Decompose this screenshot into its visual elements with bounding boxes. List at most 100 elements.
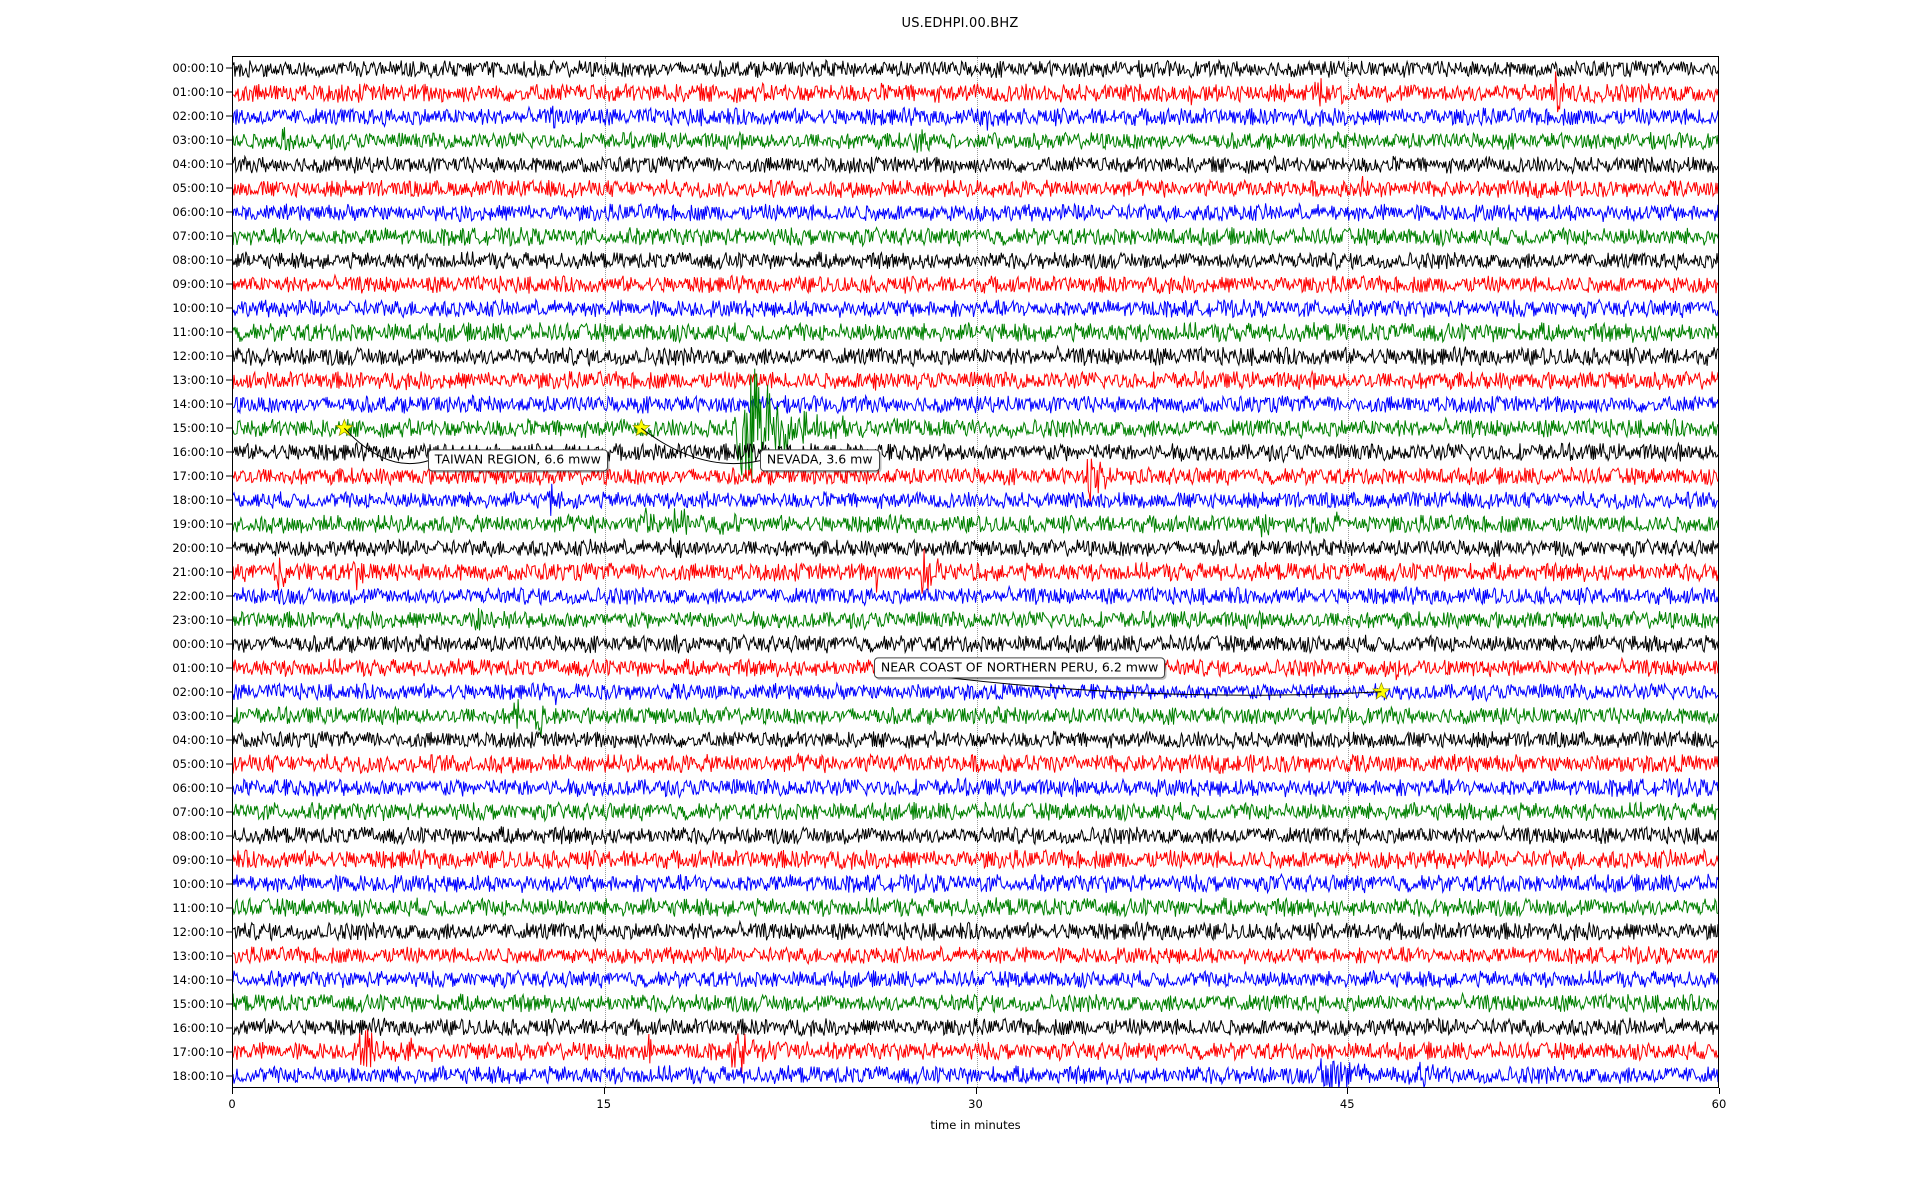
plot-area[interactable] xyxy=(232,56,1719,1088)
y-axis-tick-mark xyxy=(226,91,232,93)
y-axis-tick-mark xyxy=(226,715,232,717)
y-axis-tick-mark xyxy=(226,931,232,933)
x-axis-tick-mark xyxy=(603,1088,605,1094)
y-axis-tick-label: 12:00:10 xyxy=(172,349,224,363)
y-axis-tick-label: 11:00:10 xyxy=(172,901,224,915)
y-axis-tick-label: 12:00:10 xyxy=(172,925,224,939)
y-axis-tick-label: 20:00:10 xyxy=(172,541,224,555)
y-axis-tick-label: 14:00:10 xyxy=(172,973,224,987)
y-axis-tick-label: 13:00:10 xyxy=(172,949,224,963)
trace-line xyxy=(233,371,1718,390)
y-axis-tick-label: 18:00:10 xyxy=(172,493,224,507)
trace-line xyxy=(233,484,1718,516)
y-axis-tick-label: 01:00:10 xyxy=(172,85,224,99)
earthquake-star-marker[interactable] xyxy=(632,418,651,437)
trace-line xyxy=(233,127,1718,153)
trace-line xyxy=(233,459,1718,504)
trace-line xyxy=(233,275,1718,294)
y-axis-tick-marks xyxy=(0,56,1920,1088)
x-axis-tick-label: 45 xyxy=(1339,1097,1355,1111)
y-axis-tick-label: 06:00:10 xyxy=(172,205,224,219)
y-axis-tick-mark xyxy=(226,307,232,309)
trace-line xyxy=(233,922,1718,941)
trace-line xyxy=(233,227,1718,246)
trace-line xyxy=(233,699,1718,738)
y-axis-tick-mark xyxy=(226,259,232,261)
annotation-leader-line xyxy=(344,428,428,463)
y-axis-tick-label: 03:00:10 xyxy=(172,133,224,147)
y-axis-tick-mark xyxy=(226,979,232,981)
trace-line xyxy=(233,826,1718,845)
y-axis-tick-label: 16:00:10 xyxy=(172,1021,224,1035)
x-axis-tick-mark xyxy=(1719,1088,1720,1094)
annotation-label-nevada[interactable]: NEVADA, 3.6 mw xyxy=(759,449,880,472)
y-axis-tick-mark xyxy=(226,619,232,621)
trace-line xyxy=(233,538,1718,558)
y-axis-tick-label: 02:00:10 xyxy=(172,109,224,123)
y-axis-tick-mark xyxy=(226,427,232,429)
y-axis-tick-mark xyxy=(226,355,232,357)
trace-line xyxy=(233,203,1718,222)
y-axis-tick-label: 14:00:10 xyxy=(172,397,224,411)
annotation-label-taiwan-region[interactable]: TAIWAN REGION, 6.6 mww xyxy=(427,449,608,472)
y-axis-tick-label: 08:00:10 xyxy=(172,253,224,267)
y-axis-tick-mark xyxy=(226,1051,232,1053)
y-axis-tick-label: 16:00:10 xyxy=(172,445,224,459)
trace-line xyxy=(233,635,1718,654)
y-axis-tick-mark xyxy=(226,1075,232,1077)
y-axis-tick-mark xyxy=(226,1003,232,1005)
x-axis-tick-label: 60 xyxy=(1711,1097,1727,1111)
y-axis-tick-mark xyxy=(226,211,232,213)
trace-line xyxy=(233,731,1718,749)
y-axis-tick-mark xyxy=(226,187,232,189)
trace-line xyxy=(233,176,1718,198)
y-axis-tick-label: 10:00:10 xyxy=(172,301,224,315)
y-axis-tick-label: 07:00:10 xyxy=(172,229,224,243)
y-axis-tick-label: 01:00:10 xyxy=(172,661,224,675)
trace-line xyxy=(233,71,1718,112)
y-axis-tick-label: 21:00:10 xyxy=(172,565,224,579)
y-axis-tick-mark xyxy=(226,955,232,957)
y-axis-tick-mark xyxy=(226,1027,232,1029)
y-axis-tick-mark xyxy=(226,499,232,501)
y-axis-tick-label: 02:00:10 xyxy=(172,685,224,699)
trace-line xyxy=(233,299,1718,318)
y-axis-tick-mark xyxy=(226,787,232,789)
y-axis-tick-label: 00:00:10 xyxy=(172,61,224,75)
trace-line xyxy=(233,60,1718,78)
trace-line xyxy=(233,587,1718,606)
trace-line xyxy=(233,849,1718,870)
trace-line xyxy=(233,395,1718,413)
y-axis-tick-mark xyxy=(226,859,232,861)
earthquake-star-marker[interactable] xyxy=(1372,681,1391,700)
trace-line xyxy=(233,946,1718,964)
trace-line xyxy=(233,754,1718,774)
y-axis-tick-label: 22:00:10 xyxy=(172,589,224,603)
trace-line xyxy=(233,508,1718,537)
annotation-label-near-coast-of-northern-peru[interactable]: NEAR COAST OF NORTHERN PERU, 6.2 mww xyxy=(873,657,1166,679)
y-axis-tick-mark xyxy=(226,235,232,237)
vertical-gridline xyxy=(604,57,606,1087)
y-axis-tick-label: 09:00:10 xyxy=(172,277,224,291)
x-axis-tick-label: 15 xyxy=(596,1097,612,1111)
y-axis-tick-mark xyxy=(226,643,232,645)
y-axis-tick-label: 08:00:10 xyxy=(172,829,224,843)
y-axis-tick-label: 11:00:10 xyxy=(172,325,224,339)
trace-line xyxy=(233,369,1718,483)
y-axis-tick-mark xyxy=(226,475,232,477)
earthquake-star-marker[interactable] xyxy=(335,418,354,437)
y-axis-tick-label: 00:00:10 xyxy=(172,637,224,651)
trace-line xyxy=(233,322,1718,342)
trace-line xyxy=(233,346,1718,366)
y-axis-tick-mark xyxy=(226,883,232,885)
x-axis-tick-label: 0 xyxy=(228,1097,236,1111)
trace-line xyxy=(233,1029,1718,1073)
y-axis-tick-label: 04:00:10 xyxy=(172,157,224,171)
trace-line xyxy=(233,106,1718,131)
y-axis-tick-label: 07:00:10 xyxy=(172,805,224,819)
y-axis-tick-mark xyxy=(226,739,232,741)
trace-line xyxy=(233,874,1718,893)
trace-line xyxy=(233,549,1718,594)
y-axis-tick-label: 19:00:10 xyxy=(172,517,224,531)
